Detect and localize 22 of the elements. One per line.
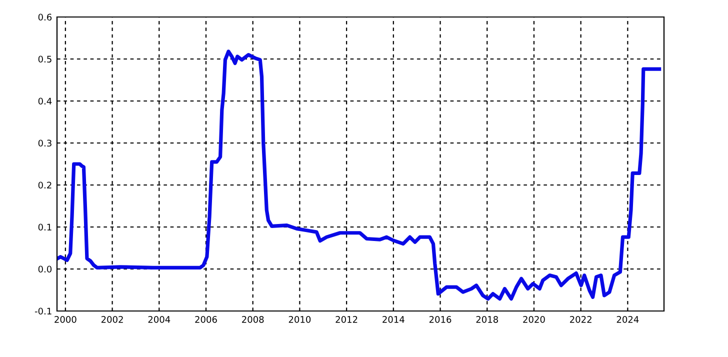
y-tick-label: 0.2 [38, 182, 52, 189]
x-tick-label: 2000 [54, 316, 76, 323]
y-tick-label: 0.5 [38, 56, 52, 63]
x-tick-label: 2014 [382, 316, 404, 323]
y-tick-label: 0.6 [38, 14, 52, 21]
y-tick-label: 0.4 [38, 98, 52, 105]
x-tick-label: 2022 [570, 316, 592, 323]
x-tick-label: 2020 [523, 316, 545, 323]
y-tick-label: 0.0 [38, 266, 52, 273]
y-tick-label: 0.3 [38, 140, 52, 147]
x-tick-label: 2012 [336, 316, 358, 323]
line-series [57, 50, 662, 301]
x-tick-label: 2002 [101, 316, 123, 323]
x-tick-label: 2024 [616, 316, 639, 323]
x-tick-label: 2016 [429, 316, 452, 323]
x-tick-label: 2006 [195, 316, 217, 323]
x-tick-label: 2018 [476, 316, 498, 323]
x-tick-label: 2010 [288, 316, 311, 323]
x-tick-label: 2008 [242, 316, 264, 323]
y-tick-label: 0.1 [38, 224, 52, 231]
y-tick-label: -0.1 [34, 308, 52, 315]
x-tick-label: 2004 [148, 316, 170, 323]
